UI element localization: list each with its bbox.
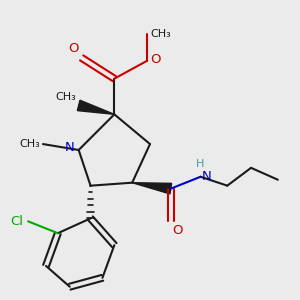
Text: CH₃: CH₃ [150, 29, 171, 39]
Polygon shape [132, 183, 172, 194]
Text: Cl: Cl [11, 215, 24, 228]
Text: O: O [150, 53, 160, 66]
Text: O: O [68, 42, 79, 55]
Text: CH₃: CH₃ [55, 92, 76, 102]
Text: N: N [64, 140, 74, 154]
Text: CH₃: CH₃ [19, 139, 40, 149]
Text: N: N [202, 170, 212, 183]
Polygon shape [77, 100, 114, 114]
Text: H: H [196, 159, 205, 169]
Text: O: O [172, 224, 183, 237]
